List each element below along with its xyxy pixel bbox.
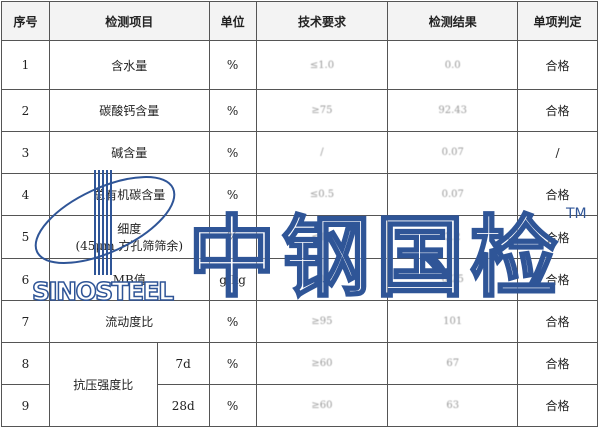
row-result: 0.07 bbox=[387, 173, 519, 216]
row-verdict: 合格 bbox=[517, 40, 598, 90]
row-unit: % bbox=[208, 300, 257, 343]
row-unit: % bbox=[208, 215, 257, 259]
row-no: 1 bbox=[1, 40, 50, 90]
row-item: MB值 bbox=[48, 258, 210, 301]
header-verdict: 单项判定 bbox=[517, 1, 598, 41]
row-item: 碱含量 bbox=[48, 131, 210, 174]
row-requirement: ≥95 bbox=[255, 300, 389, 343]
row-requirement: / bbox=[255, 131, 389, 174]
row-result: 92.43 bbox=[387, 89, 519, 132]
header-row: 序号 检测项目 单位 技术要求 检测结果 单项判定 bbox=[1, 1, 598, 41]
row-item-line1: 细度 bbox=[117, 222, 142, 236]
row-unit: % bbox=[208, 40, 257, 90]
row-no: 4 bbox=[1, 173, 50, 216]
row-requirement: ≤0.5 bbox=[255, 258, 389, 301]
header-item: 检测项目 bbox=[48, 1, 210, 41]
header-unit: 单位 bbox=[208, 1, 257, 41]
row-item: 碳酸钙含量 bbox=[48, 89, 210, 132]
table-row: 7 流动度比 % ≥95 101 合格 bbox=[1, 300, 598, 343]
table-row: 3 碱含量 % / 0.07 / bbox=[1, 131, 598, 174]
row-no: 9 bbox=[1, 384, 50, 427]
row-unit: % bbox=[208, 173, 257, 216]
row-verdict: 合格 bbox=[517, 300, 598, 343]
row-result: 0.25 bbox=[387, 258, 519, 301]
row-verdict: 合格 bbox=[517, 342, 598, 385]
row-no: 3 bbox=[1, 131, 50, 174]
row-requirement: ≤0.5 bbox=[255, 173, 389, 216]
row-verdict: / bbox=[517, 131, 598, 174]
table-row: 2 碳酸钙含量 % ≥75 92.43 合格 bbox=[1, 89, 598, 132]
header-result: 检测结果 bbox=[387, 1, 519, 41]
table-row: 4 总有机碳含量 % ≤0.5 0.07 合格 bbox=[1, 173, 598, 216]
table-row: 1 含水量 % ≤1.0 0.0 合格 bbox=[1, 40, 598, 90]
row-result: 67 bbox=[387, 342, 519, 385]
row-unit: g/kg bbox=[208, 258, 257, 301]
row-verdict: 合格 bbox=[517, 384, 598, 427]
row-item: 流动度比 bbox=[48, 300, 210, 343]
row-verdict: 合格 bbox=[517, 173, 598, 216]
row-verdict: 合格 bbox=[517, 258, 598, 301]
row-unit: % bbox=[208, 89, 257, 132]
row-no: 5 bbox=[1, 215, 50, 259]
row-requirement: ≥75 bbox=[255, 89, 389, 132]
row-requirement: ≤15 bbox=[255, 215, 389, 259]
row-requirement: ≥60 bbox=[255, 342, 389, 385]
row-unit: % bbox=[208, 384, 257, 427]
row-age: 28d bbox=[156, 384, 210, 427]
row-result: 63 bbox=[387, 384, 519, 427]
row-result: 3.2 bbox=[387, 215, 519, 259]
row-item: 细度 (45μm 方孔筛筛余) bbox=[48, 215, 210, 259]
row-item: 含水量 bbox=[48, 40, 210, 90]
row-requirement: ≤1.0 bbox=[255, 40, 389, 90]
row-verdict: 合格 bbox=[517, 215, 598, 259]
table-row: 9 28d % ≥60 63 合格 bbox=[1, 384, 598, 427]
row-no: 8 bbox=[1, 342, 50, 385]
table-row: 5 细度 (45μm 方孔筛筛余) % ≤15 3.2 合格 bbox=[1, 215, 598, 259]
row-no: 7 bbox=[1, 300, 50, 343]
row-verdict: 合格 bbox=[517, 89, 598, 132]
row-no: 2 bbox=[1, 89, 50, 132]
row-item-line2: (45μm 方孔筛筛余) bbox=[75, 239, 184, 253]
table-row: 8 抗压强度比 7d % ≥60 67 合格 bbox=[1, 342, 598, 427]
row-age: 7d bbox=[156, 342, 210, 385]
header-no: 序号 bbox=[1, 1, 50, 41]
row-requirement: ≥60 bbox=[255, 384, 389, 427]
row-item: 抗压强度比 bbox=[48, 342, 158, 427]
row-unit: % bbox=[208, 131, 257, 174]
row-no: 6 bbox=[1, 258, 50, 301]
row-result: 101 bbox=[387, 300, 519, 343]
row-result: 0.07 bbox=[387, 131, 519, 174]
header-requirement: 技术要求 bbox=[255, 1, 389, 41]
table-row: 6 MB值 g/kg ≤0.5 0.25 合格 bbox=[1, 258, 598, 301]
row-unit: % bbox=[208, 342, 257, 385]
row-result: 0.0 bbox=[387, 40, 519, 90]
row-item: 总有机碳含量 bbox=[48, 173, 210, 216]
